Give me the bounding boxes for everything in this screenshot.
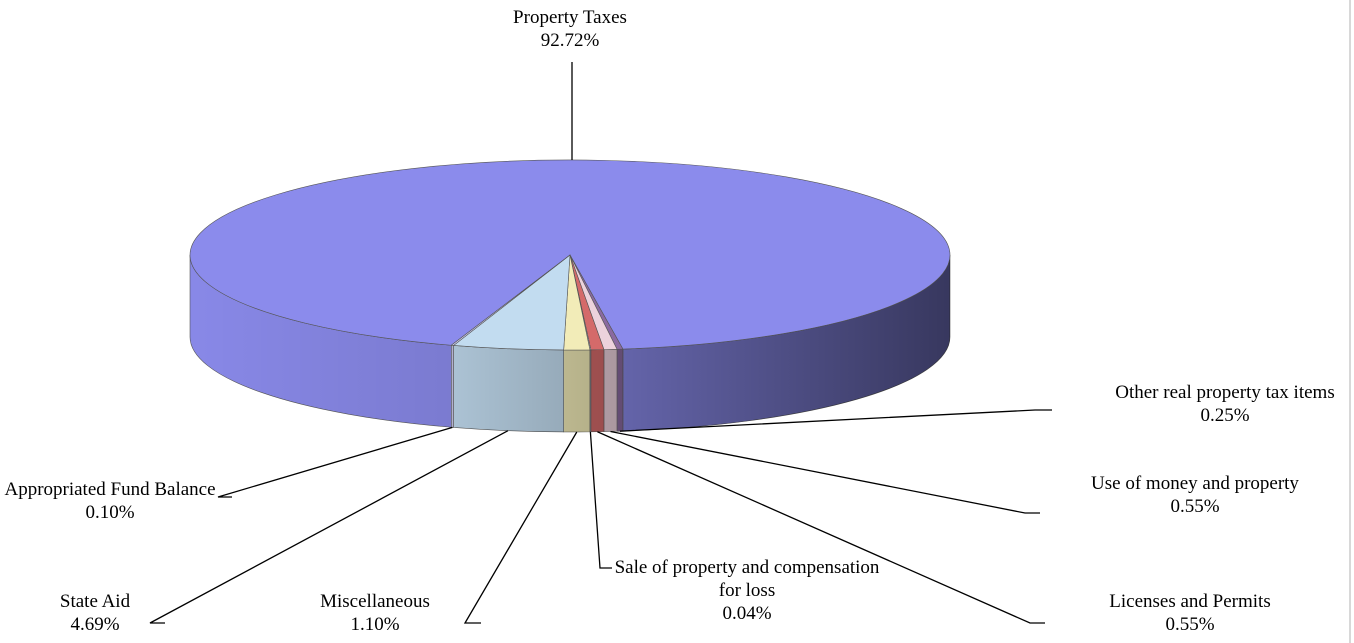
slice-label: Use of money and property 0.55% bbox=[1090, 472, 1300, 518]
slice-percent: 0.55% bbox=[1170, 496, 1220, 517]
leader-line bbox=[597, 431, 1045, 624]
slice-percent: 0.25% bbox=[1200, 405, 1250, 426]
slice-percent: 1.10% bbox=[350, 614, 400, 635]
slice bbox=[450, 254, 571, 346]
slice-name: Other real property tax items bbox=[1115, 382, 1335, 403]
slice-side-shade bbox=[563, 349, 590, 432]
slice-percent: 92.72% bbox=[540, 30, 600, 51]
leader-line bbox=[619, 409, 1052, 432]
slice-side-shade bbox=[590, 349, 604, 432]
slice-percent: 0.04% bbox=[722, 603, 772, 624]
slice-label: Miscellaneous 1.10% bbox=[280, 590, 470, 636]
slice-side-shade bbox=[453, 345, 564, 432]
slice-name: Sale of property and compensation for lo… bbox=[614, 557, 880, 601]
leader-line bbox=[217, 426, 453, 498]
slice-name: Property Taxes bbox=[513, 7, 627, 28]
slice-label: Licenses and Permits 0.55% bbox=[1030, 590, 1350, 636]
slice-side-shade bbox=[451, 345, 454, 428]
slice-side-shade bbox=[603, 349, 618, 432]
slice-label: Appropriated Fund Balance 0.10% bbox=[0, 478, 220, 524]
slice-percent: 0.10% bbox=[85, 502, 135, 523]
slice-name: Miscellaneous bbox=[320, 591, 430, 612]
slice-name: Use of money and property bbox=[1091, 473, 1299, 494]
slice-label: State Aid 4.69% bbox=[30, 590, 160, 636]
slice-label: Sale of property and compensation for lo… bbox=[612, 556, 882, 625]
leader-line bbox=[463, 431, 578, 624]
leader-line bbox=[589, 431, 612, 569]
slice-side-shade bbox=[622, 255, 950, 432]
leader-line bbox=[610, 430, 1040, 514]
slice-label: Property Taxes 92.72% bbox=[420, 6, 720, 52]
slice-name: Licenses and Permits bbox=[1109, 591, 1271, 612]
slice-side-shade bbox=[190, 255, 452, 428]
leader-line bbox=[149, 430, 509, 624]
slice-percent: 4.69% bbox=[70, 614, 120, 635]
slice-name: Appropriated Fund Balance bbox=[4, 479, 216, 500]
slice-label: Other real property tax items 0.25% bbox=[1075, 381, 1354, 427]
slice-percent: 0.55% bbox=[1165, 614, 1215, 635]
slice bbox=[189, 159, 951, 350]
slice-name: State Aid bbox=[59, 591, 131, 612]
slice-side-shade bbox=[617, 349, 623, 432]
